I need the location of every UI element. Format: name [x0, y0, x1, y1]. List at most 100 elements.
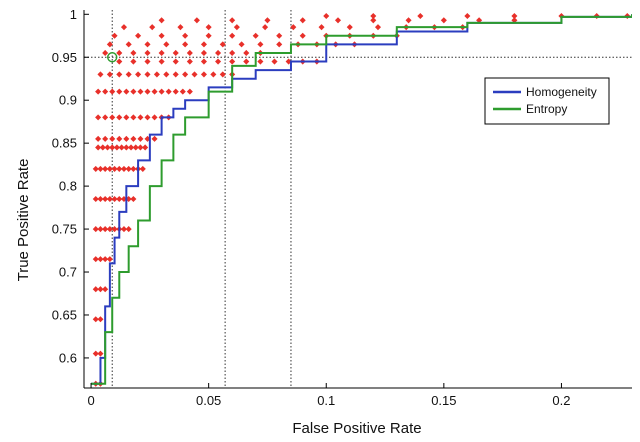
scatter-point	[106, 165, 113, 172]
y-tick-label: 0.9	[59, 93, 77, 108]
x-tick-label: 0	[87, 393, 94, 408]
scatter-point	[118, 144, 125, 151]
scatter-point	[120, 24, 128, 31]
scatter-point	[135, 32, 142, 39]
scatter-point	[215, 49, 222, 56]
scatter-point	[142, 144, 149, 151]
scatter-point	[151, 114, 158, 121]
scatter-point	[179, 88, 186, 95]
scatter-point	[243, 49, 250, 56]
scatter-point	[92, 350, 99, 357]
scatter-point	[158, 17, 165, 24]
scatter-point	[92, 286, 99, 293]
scatter-point	[346, 24, 353, 31]
scatter-point	[153, 71, 160, 78]
scatter-point	[116, 195, 123, 203]
scatter-point	[229, 58, 236, 65]
scatter-point	[113, 144, 120, 151]
scatter-point	[276, 32, 283, 39]
scatter-point	[210, 71, 217, 78]
scatter-point	[182, 32, 189, 39]
scatter-point	[370, 17, 377, 24]
scatter-point	[99, 144, 106, 151]
scatter-point	[102, 226, 109, 233]
series-line-entropy	[91, 14, 632, 385]
scatter-point	[191, 71, 198, 78]
scatter-point	[102, 286, 109, 293]
scatter-point	[172, 58, 179, 65]
scatter-point	[511, 12, 518, 20]
scatter-point	[95, 114, 102, 121]
scatter-point	[128, 144, 135, 151]
scatter-series	[92, 12, 631, 387]
scatter-point	[172, 71, 179, 78]
scatter-point	[144, 71, 151, 78]
scatter-point	[219, 41, 226, 48]
scatter-point	[163, 71, 170, 78]
scatter-point	[144, 41, 151, 48]
scatter-point	[158, 49, 165, 56]
x-tick-label: 0.2	[552, 393, 570, 408]
scatter-point	[229, 49, 236, 56]
scatter-point	[200, 58, 207, 65]
scatter-point	[102, 88, 109, 95]
scatter-point	[116, 88, 123, 95]
scatter-point	[130, 49, 137, 56]
scatter-point	[125, 41, 132, 48]
scatter-point	[205, 32, 212, 39]
scatter-point	[109, 114, 116, 121]
scatter-point	[257, 58, 264, 65]
scatter-point	[243, 58, 250, 65]
scatter-point	[116, 135, 123, 142]
scatter-point	[158, 32, 165, 39]
scatter-point	[123, 144, 130, 151]
scatter-point	[106, 41, 113, 48]
scatter-point	[102, 135, 109, 142]
scatter-point	[92, 195, 99, 203]
scatter-point	[97, 195, 104, 203]
scatter-point	[172, 49, 179, 56]
scatter-point	[97, 71, 104, 78]
scatter-point	[193, 17, 200, 24]
scatter-point	[137, 144, 144, 151]
scatter-point	[116, 165, 123, 172]
highlight-marker	[107, 52, 118, 63]
scatter-point	[290, 24, 297, 31]
scatter-point	[97, 165, 104, 172]
scatter-point	[137, 88, 144, 95]
y-tick-label: 0.75	[52, 222, 77, 237]
scatter-point	[200, 41, 207, 48]
scatter-point	[177, 24, 184, 31]
scatter-point	[318, 24, 325, 31]
scatter-point	[144, 114, 151, 121]
scatter-point	[149, 24, 156, 31]
scatter-point	[464, 12, 471, 20]
scatter-point	[125, 226, 132, 233]
x-tick-label: 0.15	[431, 393, 456, 408]
scatter-point	[374, 24, 382, 31]
y-tick-label: 1	[70, 7, 77, 22]
scatter-point	[165, 88, 172, 95]
scatter-point	[137, 114, 144, 121]
scatter-point	[139, 165, 146, 172]
scatter-point	[158, 88, 165, 95]
scatter-point	[123, 135, 130, 142]
scatter-point	[102, 114, 109, 121]
x-tick-label: 0.1	[317, 393, 335, 408]
scatter-point	[109, 135, 116, 142]
y-tick-label: 0.65	[52, 307, 77, 322]
scatter-point	[299, 17, 306, 24]
scatter-point	[229, 32, 236, 39]
scatter-point	[92, 256, 99, 263]
scatter-point	[299, 32, 306, 39]
scatter-point	[405, 17, 412, 24]
scatter-point	[135, 71, 142, 78]
scatter-point	[144, 88, 151, 95]
scatter-point	[200, 71, 207, 78]
scatter-point	[102, 49, 109, 56]
scatter-point	[137, 135, 144, 142]
scatter-point	[252, 32, 259, 39]
y-axis-title: True Positive Rate	[15, 159, 32, 282]
scatter-point	[116, 58, 123, 65]
